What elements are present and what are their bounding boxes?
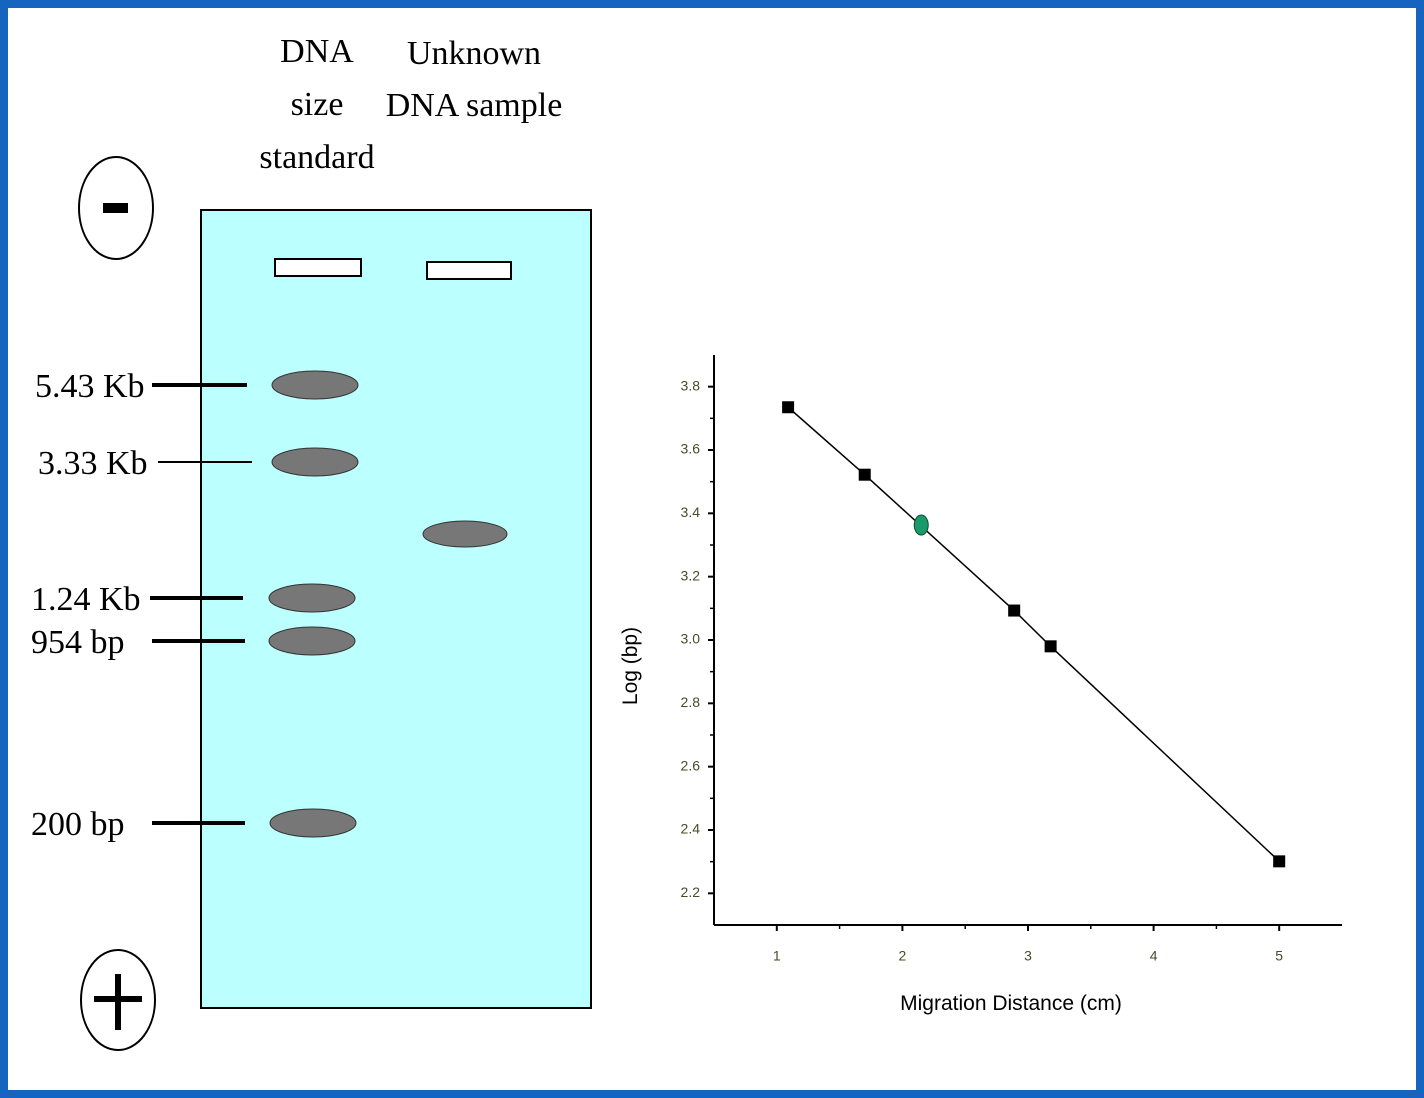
y-tick-label: 2.6	[681, 757, 701, 773]
marker-label: 954 bp	[31, 624, 125, 661]
marker-label: 200 bp	[31, 806, 125, 843]
point	[913, 514, 929, 536]
lane-label: size	[291, 86, 344, 123]
well	[274, 258, 362, 277]
point	[1044, 640, 1057, 653]
y-tick-label: 3.6	[681, 441, 701, 457]
x-tick-label: 5	[1275, 948, 1283, 964]
y-tick-label: 2.2	[681, 884, 701, 900]
standard-band	[271, 370, 359, 400]
y-tick-label: 3.0	[681, 631, 701, 647]
gel	[200, 209, 592, 1009]
lane-label: DNA	[280, 33, 354, 70]
y-tick-label: 3.4	[681, 504, 701, 520]
y-tick-label: 3.2	[681, 567, 701, 583]
x-tick-label: 4	[1150, 948, 1158, 964]
point	[782, 401, 795, 414]
y-tick-label: 2.4	[681, 821, 701, 837]
y-tick-label: 2.8	[681, 694, 701, 710]
marker-label: 5.43 Kb	[35, 368, 145, 405]
chart: 2.2 2.4 2.6 2.8 3.0 3.2 3.4 3.6 3.8 1 2 3 4 5 Migratio…	[619, 355, 1342, 1015]
lane-label: Unknown	[407, 35, 541, 72]
x-axis-title: Migration Distance (cm)	[900, 992, 1122, 1015]
lane-label: DNA sample	[386, 87, 563, 124]
x-tick-label: 3	[1024, 948, 1032, 964]
marker-label: 1.24 Kb	[31, 581, 141, 618]
point	[858, 468, 871, 481]
marker-group: 5.43 Kb 3.33 Kb 1.24 Kb 954 bp 200 bp	[31, 368, 359, 843]
standard-band	[271, 447, 359, 477]
x-tick-label: 1	[773, 948, 781, 964]
point	[1273, 855, 1286, 868]
well	[426, 261, 512, 280]
plus-sign	[115, 974, 121, 1030]
standard-band	[268, 583, 356, 613]
marker-label: 3.33 Kb	[38, 445, 148, 482]
x-tick-label: 2	[899, 948, 907, 964]
lane-label: standard	[259, 139, 374, 176]
minus-sign	[103, 203, 128, 213]
y-axis-title: Log (bp)	[619, 627, 642, 705]
standard-band	[269, 808, 357, 838]
point	[1008, 604, 1021, 617]
y-tick-label: 3.8	[681, 377, 701, 393]
standard-band	[268, 626, 356, 656]
unknown-band	[422, 520, 508, 548]
